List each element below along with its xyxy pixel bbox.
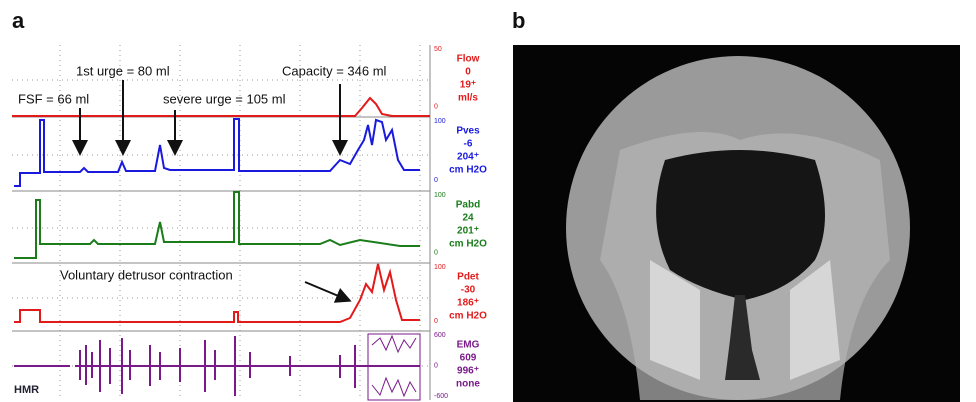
channel-reading: cm H2O <box>449 311 487 322</box>
channel-name: Flow <box>457 54 480 65</box>
channel-reading: 996⁺ <box>457 366 479 377</box>
channel-name: Pves <box>456 126 480 137</box>
scale-label: 0 <box>434 103 438 110</box>
channel-reading: 609 <box>460 353 477 364</box>
scale-label: 100 <box>434 264 446 271</box>
annotation: FSF = 66 ml <box>18 91 89 106</box>
channel-reading: 201⁺ <box>457 226 479 237</box>
traces <box>12 96 430 401</box>
scale-label: 0 <box>434 318 438 325</box>
channel-name: Pdet <box>457 272 479 283</box>
scale-label: 100 <box>434 118 446 125</box>
channel-reading: cm H2O <box>449 239 487 250</box>
channel-reading: ml/s <box>458 93 478 104</box>
panel-label: a <box>12 8 25 33</box>
scale-label: 0 <box>434 177 438 184</box>
channel-reading: cm H2O <box>449 165 487 176</box>
channel-reading: 204⁺ <box>457 152 479 163</box>
channel-reading: none <box>456 379 480 390</box>
channel-reading: -30 <box>461 285 476 296</box>
scale-label: 0 <box>434 362 438 369</box>
scale-label: 100 <box>434 192 446 199</box>
scale-label: 600 <box>434 332 446 339</box>
channel-reading: 24 <box>462 213 474 224</box>
channel-reading: 186⁺ <box>457 298 479 309</box>
channel-reading: 19⁺ <box>460 80 476 91</box>
arrows <box>72 80 352 303</box>
channel-reading: -6 <box>464 139 473 150</box>
channel-name: EMG <box>457 340 480 351</box>
annotation: Capacity = 346 ml <box>282 63 387 78</box>
footer: HMR <box>14 384 39 396</box>
panel-label: b <box>512 8 525 33</box>
fluoroscopy-image <box>513 45 960 402</box>
scale-label: -600 <box>434 393 448 400</box>
annotation: Voluntary detrusor contraction <box>60 267 233 282</box>
channel-name: Pabd <box>456 200 480 211</box>
annotation: severe urge = 105 ml <box>163 91 286 106</box>
annotation: 1st urge = 80 ml <box>76 63 170 78</box>
scale-label: 0 <box>434 249 438 256</box>
scale-label: 50 <box>434 46 442 53</box>
channel-reading: 0 <box>465 67 471 78</box>
